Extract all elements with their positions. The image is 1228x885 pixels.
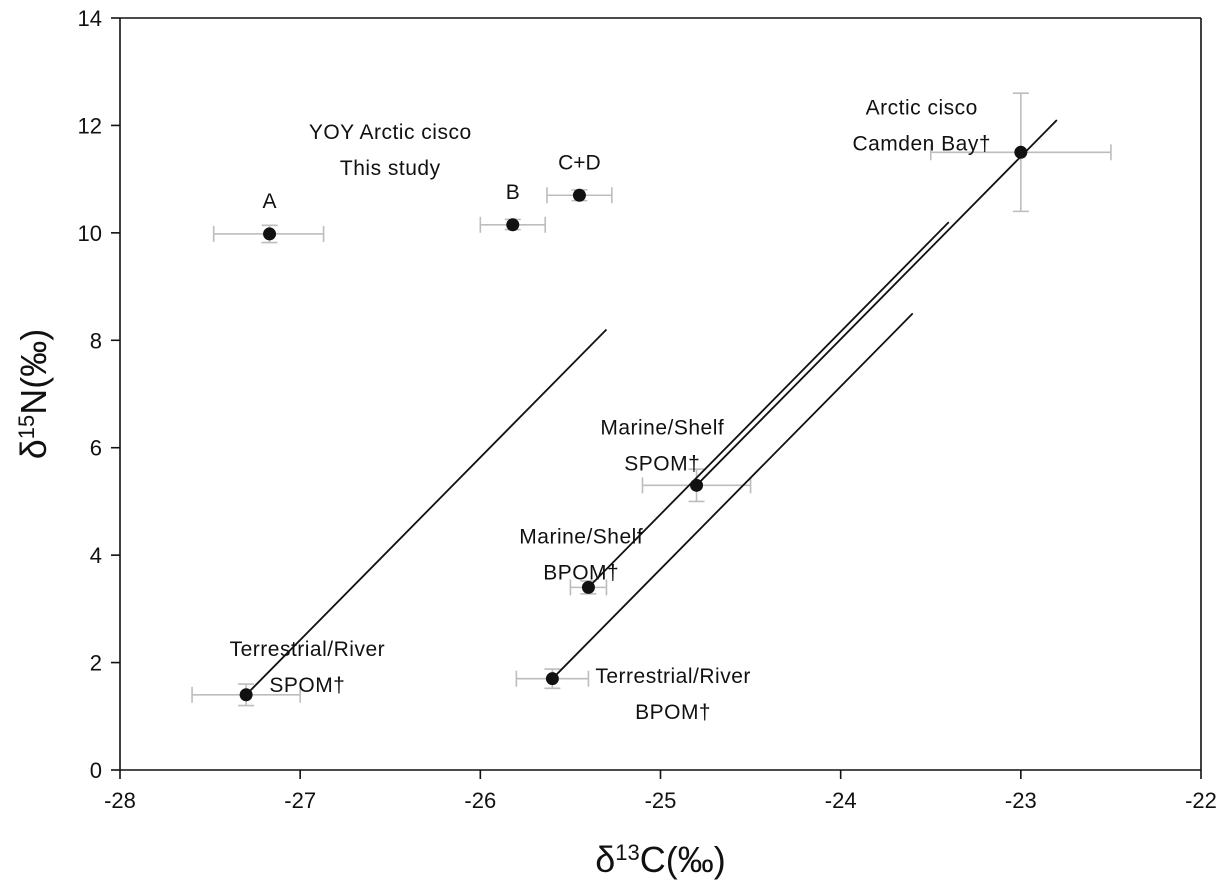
x-tick-label: -25 [645,788,677,813]
x-tick-label: -26 [464,788,496,813]
mixing-lines [245,119,1058,696]
y-tick-label: 10 [78,221,102,246]
annotation-terr_bpom: Terrestrial/River BPOM† [595,665,751,724]
point-label-B: B [506,181,520,204]
x-tick-label: -28 [104,788,136,813]
annotation-yoy: YOY Arctic cisco This study [309,121,472,180]
data-point-CD [572,188,586,202]
axes: -28 -27 -26 -25 -24 -23 -22 0 2 4 6 8 10 12 14 δ13C(‰) δ… [13,6,1217,880]
annotations: YOY Arctic cisco This study Arctic cisco Ca… [230,97,991,724]
x-tick-label: -23 [1005,788,1037,813]
y-axis-title: δ15N(‰) [13,329,54,460]
x-tick-label: -24 [825,788,857,813]
error-bars [191,92,1112,707]
trend-line-2 [587,221,950,589]
y-tick-label: 6 [90,436,102,461]
data-point-marine_spom [690,478,704,492]
y-tick-label: 2 [90,651,102,676]
x-tick-label: -27 [284,788,316,813]
data-point-terr_spom [239,688,253,702]
y-tick-label: 4 [90,543,102,568]
data-point-A [263,227,277,241]
trend-line-3 [695,119,1058,486]
point-label-CD: C+D [558,151,601,174]
x-axis-title: δ13C(‰) [595,839,726,880]
point-label-A: A [263,190,277,213]
trend-line-1 [245,328,608,696]
annotation-marine_spom: Marine/Shelf SPOM† [600,416,724,475]
annotation-camden: Arctic cisco Camden Bay† [852,97,991,156]
annotation-marine_bpom: Marine/Shelf BPOM† [519,525,643,584]
y-tick-label: 8 [90,328,102,353]
data-point-marine_bpom [581,580,595,594]
data-point-B [506,218,520,232]
x-tick-label: -22 [1185,788,1217,813]
annotation-terr_spom: Terrestrial/River SPOM† [230,638,386,697]
y-tick-label: 14 [78,6,102,31]
trend-line-4 [551,312,914,680]
y-tick-label: 0 [90,758,102,783]
y-tick-label: 12 [78,113,102,138]
data-points: A B C+D [239,145,1028,702]
data-point-camden [1014,145,1028,159]
data-point-terr_bpom [545,672,559,686]
